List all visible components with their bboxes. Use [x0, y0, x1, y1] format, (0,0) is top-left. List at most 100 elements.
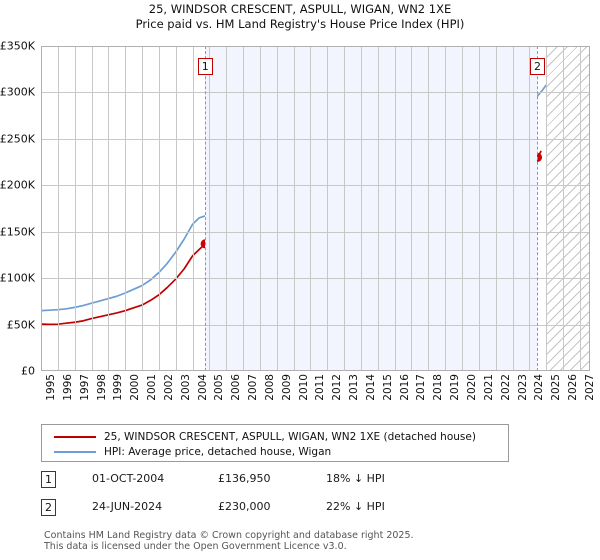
gridline — [579, 46, 581, 371]
gridline — [462, 46, 463, 371]
status-badge: 2 — [41, 499, 56, 516]
gridline — [310, 46, 312, 371]
x-axis-tick-label: 2012 — [331, 374, 344, 401]
gridline — [41, 185, 590, 187]
sale-marker-badge[interactable]: 1 — [197, 58, 213, 75]
gridline — [546, 46, 548, 371]
sale-price: £136,950 — [218, 472, 271, 485]
legend-item-hpi: HPI: Average price, detached house, Wiga… — [48, 444, 502, 459]
x-axis-tick-label: 2016 — [398, 374, 411, 401]
gridline — [394, 46, 396, 371]
y-axis-tick-label: £200K — [0, 178, 35, 192]
footer-line-2: This data is licensed under the Open Gov… — [44, 541, 347, 552]
sale-hpi-delta: 18% ↓ HPI — [326, 472, 385, 485]
y-axis-tick-label: £150K — [0, 225, 35, 239]
x-axis-tick-label: 2024 — [533, 374, 546, 401]
x-axis-tick-label: 2014 — [364, 374, 377, 401]
x-axis-tick-label: 2001 — [146, 374, 159, 401]
sale-marker-line — [537, 46, 539, 371]
gridline — [478, 46, 480, 371]
gridline — [259, 46, 261, 371]
legend-swatch-red-icon — [54, 435, 96, 438]
x-axis-tick-label: 1999 — [112, 374, 125, 401]
x-axis-tick-label: 1995 — [45, 374, 57, 401]
x-axis-tick-label: 2022 — [499, 374, 512, 401]
gridline — [243, 46, 245, 371]
gridline — [41, 138, 590, 140]
gridline — [445, 46, 447, 371]
gridline — [563, 46, 565, 371]
x-axis-tick-label: 2019 — [449, 374, 462, 401]
x-axis-tick-label: 2006 — [230, 374, 243, 401]
legend-item-price-paid: 25, WINDSOR CRESCENT, ASPULL, WIGAN, WN2… — [48, 429, 502, 444]
x-axis-tick-label: 2009 — [280, 374, 293, 401]
gridline — [360, 46, 362, 371]
footer-line-1: Contains HM Land Registry data © Crown c… — [44, 530, 414, 541]
sale-price: £230,000 — [218, 500, 271, 513]
gridline — [74, 46, 76, 371]
gridline — [41, 46, 42, 371]
status-badge: 1 — [41, 471, 56, 488]
page-title: 25, WINDSOR CRESCENT, ASPULL, WIGAN, WN2… — [0, 2, 600, 32]
gridline — [192, 46, 194, 371]
x-axis-tick-label: 1996 — [61, 374, 74, 401]
y-axis-tick-label: £350K — [0, 39, 35, 53]
table-row: 1 01-OCT-2004 £136,950 18% ↓ HPI — [41, 470, 561, 498]
gridline — [226, 46, 228, 371]
sale-marker-badge[interactable]: 2 — [529, 58, 545, 75]
x-axis-tick-label: 2027 — [583, 374, 596, 401]
x-axis-tick-label: 2008 — [263, 374, 276, 401]
x-axis-tick-label: 2023 — [516, 374, 529, 401]
gridline — [175, 46, 177, 371]
gridline — [529, 46, 531, 371]
legend-label-hpi: HPI: Average price, detached house, Wiga… — [104, 445, 332, 458]
ownership-period-band — [205, 46, 538, 371]
gridline — [428, 46, 430, 371]
x-axis-tick-label: 2011 — [314, 374, 327, 401]
y-axis-labels: £0 £50K £100K £150K £200K £250K £300K £350K — [0, 40, 38, 378]
gridline — [41, 231, 590, 233]
y-axis-tick-label: £0 — [21, 364, 35, 378]
gridline — [158, 46, 160, 371]
gridline — [377, 46, 379, 371]
sale-date: 24-JUN-2024 — [92, 500, 163, 513]
x-axis-tick-label: 2010 — [297, 374, 310, 401]
gridline — [293, 46, 295, 371]
gridline — [41, 324, 590, 326]
legend-label-price-paid: 25, WINDSOR CRESCENT, ASPULL, WIGAN, WN2… — [104, 430, 476, 443]
x-axis-tick-label: 2021 — [482, 374, 495, 401]
y-axis-tick-label: £300K — [0, 85, 35, 99]
gridline — [276, 46, 278, 371]
sale-date: 01-OCT-2004 — [92, 472, 165, 485]
x-axis-tick-label: 2004 — [196, 374, 209, 401]
legend-swatch-blue-icon — [54, 450, 96, 453]
sale-marker-line — [205, 46, 207, 371]
x-axis-tick-label: 2018 — [432, 374, 445, 401]
table-row: 2 24-JUN-2024 £230,000 22% ↓ HPI — [41, 498, 561, 526]
x-axis-tick-label: 2007 — [247, 374, 260, 401]
x-axis-tick-label: 1998 — [95, 374, 108, 401]
gridline — [512, 46, 514, 371]
future-hatched-region — [546, 46, 590, 371]
y-axis-tick-label: £50K — [6, 318, 35, 332]
gridline — [41, 278, 590, 280]
gridline — [57, 46, 59, 371]
gridline — [142, 46, 144, 371]
gridline — [411, 46, 413, 371]
y-axis-tick-label: £100K — [0, 271, 35, 285]
y-axis-tick-label: £250K — [0, 132, 35, 146]
x-axis-labels: 1995 1996 1997 1998 1999 2000 2001 2002 2003 2004… — [41, 374, 596, 420]
sales-table: 1 01-OCT-2004 £136,950 18% ↓ HPI 2 24-JU… — [41, 470, 561, 526]
x-axis-tick-label: 2020 — [466, 374, 478, 401]
x-axis-tick-label: 2013 — [348, 374, 361, 401]
x-axis-tick-label: 2003 — [179, 374, 192, 401]
title-line-1: 25, WINDSOR CRESCENT, ASPULL, WIGAN, WN2… — [148, 2, 452, 16]
gridline — [41, 92, 590, 94]
gridline — [91, 46, 93, 371]
gridline — [108, 46, 110, 371]
gridline — [327, 46, 329, 371]
gridline — [125, 46, 127, 371]
